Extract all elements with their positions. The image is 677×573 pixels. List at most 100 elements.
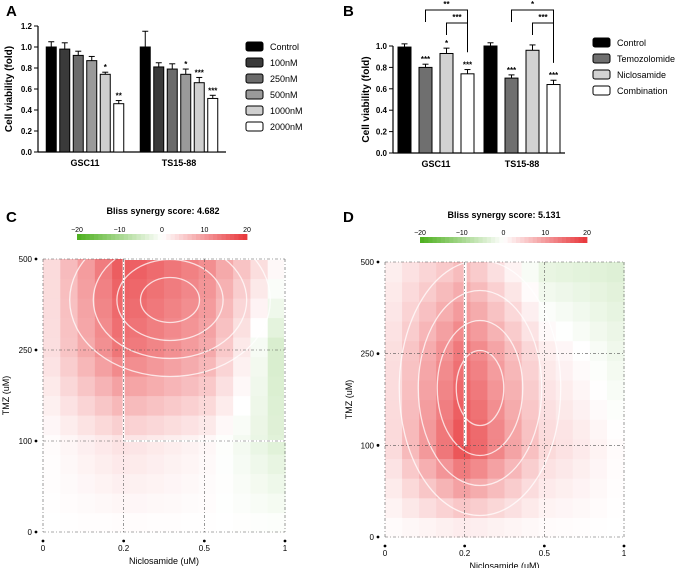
panel-d-heat-cell bbox=[589, 262, 608, 283]
panel-c-heat-cell bbox=[233, 356, 252, 377]
panel-a-legend-swatch bbox=[245, 121, 264, 132]
panel-d-heat-cell bbox=[606, 478, 625, 499]
panel-a-significance-label: * bbox=[184, 60, 188, 69]
panel-a-bar bbox=[193, 82, 205, 153]
panel-d-heat-cell bbox=[385, 497, 403, 518]
panel-c-colorbar-segment bbox=[149, 234, 154, 240]
panel-b-bar bbox=[439, 52, 454, 154]
panel-a-bar bbox=[207, 97, 219, 153]
panel-c-heat-cell bbox=[129, 395, 148, 416]
panel-c-heat-cell bbox=[60, 259, 79, 280]
panel-c-heat-cell bbox=[94, 395, 113, 416]
panel-c-y-tick-label: 0 bbox=[28, 528, 33, 537]
panel-d-heat-cell bbox=[436, 360, 454, 381]
panel-d-heat-cell bbox=[606, 320, 625, 342]
panel-d-heat-cell bbox=[504, 320, 523, 342]
panel-c-heat-cell bbox=[129, 512, 148, 533]
panel-d-heat-cell bbox=[402, 438, 420, 460]
panel-c-xlabel: Niclosamide (uM) bbox=[129, 556, 199, 566]
panel-b-legend-swatch bbox=[592, 53, 611, 64]
panel-d-heat-cell bbox=[521, 301, 540, 322]
panel-a-bar bbox=[180, 73, 192, 153]
panel-c-y-tick-dot bbox=[34, 257, 38, 261]
panel-c-heat-cell bbox=[94, 473, 113, 494]
panel-d-heat-cell bbox=[470, 497, 489, 518]
panel-d-heat-cell bbox=[470, 458, 489, 479]
panel-d-heat-cell bbox=[538, 419, 557, 440]
panel-d-colorbar-tick: −20 bbox=[414, 230, 426, 237]
panel-c-heat-cell bbox=[129, 376, 148, 397]
panel-d-heat-cell bbox=[402, 301, 420, 322]
panel-b-ytick-label: 0.6 bbox=[376, 85, 388, 94]
panel-d-heat-cell bbox=[419, 379, 437, 401]
panel-c-heat-cell bbox=[250, 278, 269, 299]
panel-c-heat-cell bbox=[77, 337, 96, 358]
panel-b-significance-label: *** bbox=[507, 66, 517, 75]
panel-b-bar bbox=[525, 49, 540, 154]
panel-d-heat-cell bbox=[487, 419, 506, 440]
panel-d-heat-cell bbox=[555, 262, 574, 283]
panel-c-heat-cell bbox=[129, 298, 148, 319]
panel-d-heat-cell bbox=[487, 478, 506, 499]
panel-c-heat-cell bbox=[60, 454, 79, 475]
panel-b-significance-label: *** bbox=[421, 55, 431, 64]
panel-d-colorbar-segment bbox=[553, 237, 559, 243]
panel-d-heat-cell bbox=[572, 419, 591, 440]
panel-d-heat-cell bbox=[572, 301, 591, 322]
panel-c-heat-cell bbox=[233, 395, 252, 416]
panel-d-heat-cell bbox=[419, 419, 437, 440]
panel-d-colorbar-segment bbox=[445, 237, 450, 243]
panel-d-heat-cell bbox=[436, 262, 454, 283]
panel-d-x-tick-dot bbox=[542, 544, 546, 548]
panel-c-heat-cell bbox=[250, 376, 269, 397]
panel-d-heat-cell bbox=[589, 340, 608, 361]
panel-d-x-tick-dot bbox=[463, 544, 467, 548]
panel-c-heat-cell bbox=[77, 356, 96, 377]
panel-d-heat-cell bbox=[572, 262, 591, 283]
panel-d-contour-line bbox=[417, 289, 543, 487]
panel-c-heat-cell bbox=[43, 337, 61, 358]
panel-c-heat-cell bbox=[215, 376, 234, 397]
panel-c-heat-cell bbox=[146, 337, 165, 358]
panel-c-contour-line bbox=[116, 258, 224, 342]
panel-c-heat-cell bbox=[233, 473, 252, 494]
panel-d-title: Bliss synergy score: 5.131 bbox=[447, 210, 560, 220]
panel-d-heat-cell bbox=[555, 281, 574, 302]
panel-c-heat-cell bbox=[77, 473, 96, 494]
panel-c-heat-cell bbox=[43, 298, 61, 319]
panel-c-heat-cell bbox=[112, 473, 131, 494]
panel-d-heat-cell bbox=[606, 438, 625, 460]
panel-c-colorbar-segment bbox=[115, 234, 120, 240]
panel-d-colorbar-segment bbox=[486, 237, 492, 243]
panel-d-colorbar-segment bbox=[507, 237, 513, 243]
panel-d-heat-cell bbox=[402, 320, 420, 342]
panel-d-colorbar-segment bbox=[511, 237, 517, 243]
panel-d-heat-cell bbox=[521, 262, 540, 283]
panel-d-heat-cell bbox=[385, 301, 403, 322]
panel-a-significance-label: *** bbox=[208, 86, 218, 95]
panel-a-ytick-label: 0.6 bbox=[21, 85, 33, 94]
panel-d-heat-cell bbox=[453, 262, 471, 283]
panel-c-heat-cell bbox=[233, 337, 252, 358]
panel-b-letter: B bbox=[343, 3, 354, 20]
panel-d-heat-cell bbox=[504, 399, 523, 420]
panel-c-heat-cell bbox=[164, 356, 182, 377]
panel-d-heat-cell bbox=[487, 438, 506, 460]
panel-c-heat-cell bbox=[43, 473, 61, 494]
panel-b-comparison-label: *** bbox=[452, 13, 462, 22]
panel-d-colorbar-segment bbox=[536, 237, 542, 243]
panel-d-heat-cell bbox=[504, 340, 523, 361]
panel-d-colorbar-segment bbox=[470, 237, 475, 243]
panel-c-heat-cell bbox=[60, 278, 79, 299]
panel-d-heat-cell bbox=[470, 281, 489, 302]
panel-d-heat-cell bbox=[436, 379, 454, 401]
panel-d-letter: D bbox=[343, 209, 354, 226]
panel-c-heat-cell bbox=[198, 337, 217, 358]
panel-c-heat-cell bbox=[267, 434, 286, 455]
panel-d-heat-cell bbox=[606, 360, 625, 381]
panel-c-heat-cell bbox=[164, 278, 182, 299]
panel-c-heat-cell bbox=[164, 434, 182, 455]
panel-a-significance-label: ** bbox=[116, 92, 123, 101]
